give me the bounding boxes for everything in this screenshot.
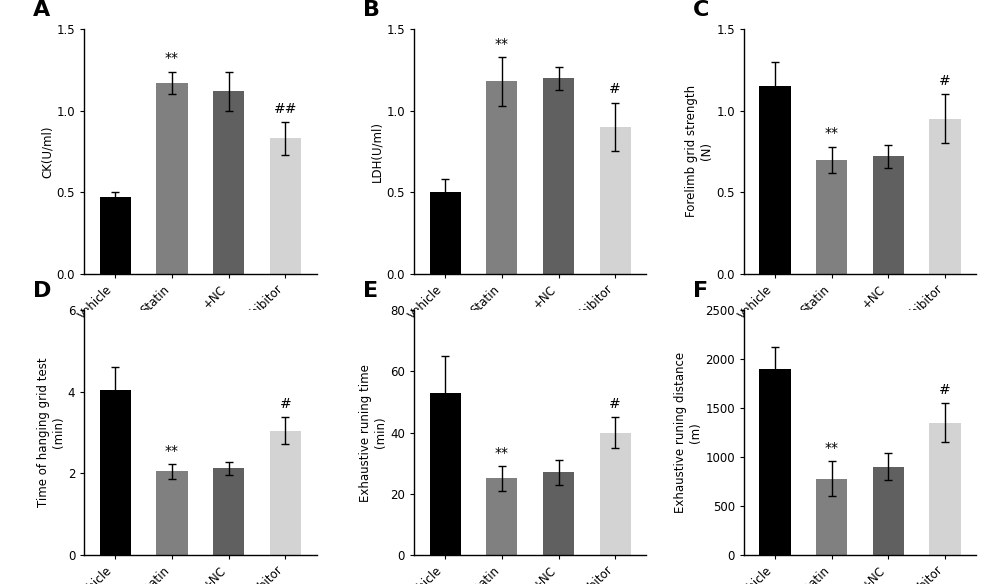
Bar [759,369,791,555]
Bar [100,390,131,555]
Bar [817,159,847,274]
Bar [759,86,791,274]
Text: F: F [693,281,708,301]
Bar [213,91,244,274]
Text: **: ** [495,446,508,460]
Text: **: ** [825,126,838,140]
Text: E: E [363,281,379,301]
Y-axis label: Forelimb grid strength
(N): Forelimb grid strength (N) [686,85,714,217]
Bar [817,478,847,555]
Text: A: A [33,0,51,20]
Bar [430,192,461,274]
Bar [213,468,244,555]
Bar [430,393,461,555]
Text: **: ** [825,441,838,455]
Text: C: C [693,0,710,20]
Y-axis label: CK(U/ml): CK(U/ml) [41,125,54,178]
Text: **: ** [165,444,179,458]
Bar [270,430,301,555]
Bar [930,423,960,555]
Text: D: D [33,281,52,301]
Bar [543,472,574,555]
Bar [600,433,630,555]
Text: #: # [279,397,291,411]
Bar [157,83,187,274]
Bar [873,157,904,274]
Text: **: ** [165,51,179,65]
Text: #: # [609,82,621,96]
Text: #: # [939,74,950,88]
Y-axis label: LDH(U/ml): LDH(U/ml) [371,121,384,182]
Y-axis label: Exhaustive runing distance
(m): Exhaustive runing distance (m) [675,352,703,513]
Text: #: # [939,383,950,397]
Bar [100,197,131,274]
Text: **: ** [495,37,508,51]
Y-axis label: Exhaustive runing time
(min): Exhaustive runing time (min) [360,364,387,502]
Bar [873,467,904,555]
Text: ##: ## [274,102,297,116]
Bar [543,78,574,274]
Bar [930,119,960,274]
Y-axis label: Time of hanging grid test
(min): Time of hanging grid test (min) [37,358,65,507]
Bar [487,478,517,555]
Text: #: # [609,397,621,411]
Bar [600,127,630,274]
Text: B: B [363,0,380,20]
Bar [270,138,301,274]
Bar [157,471,187,555]
Bar [487,81,517,274]
